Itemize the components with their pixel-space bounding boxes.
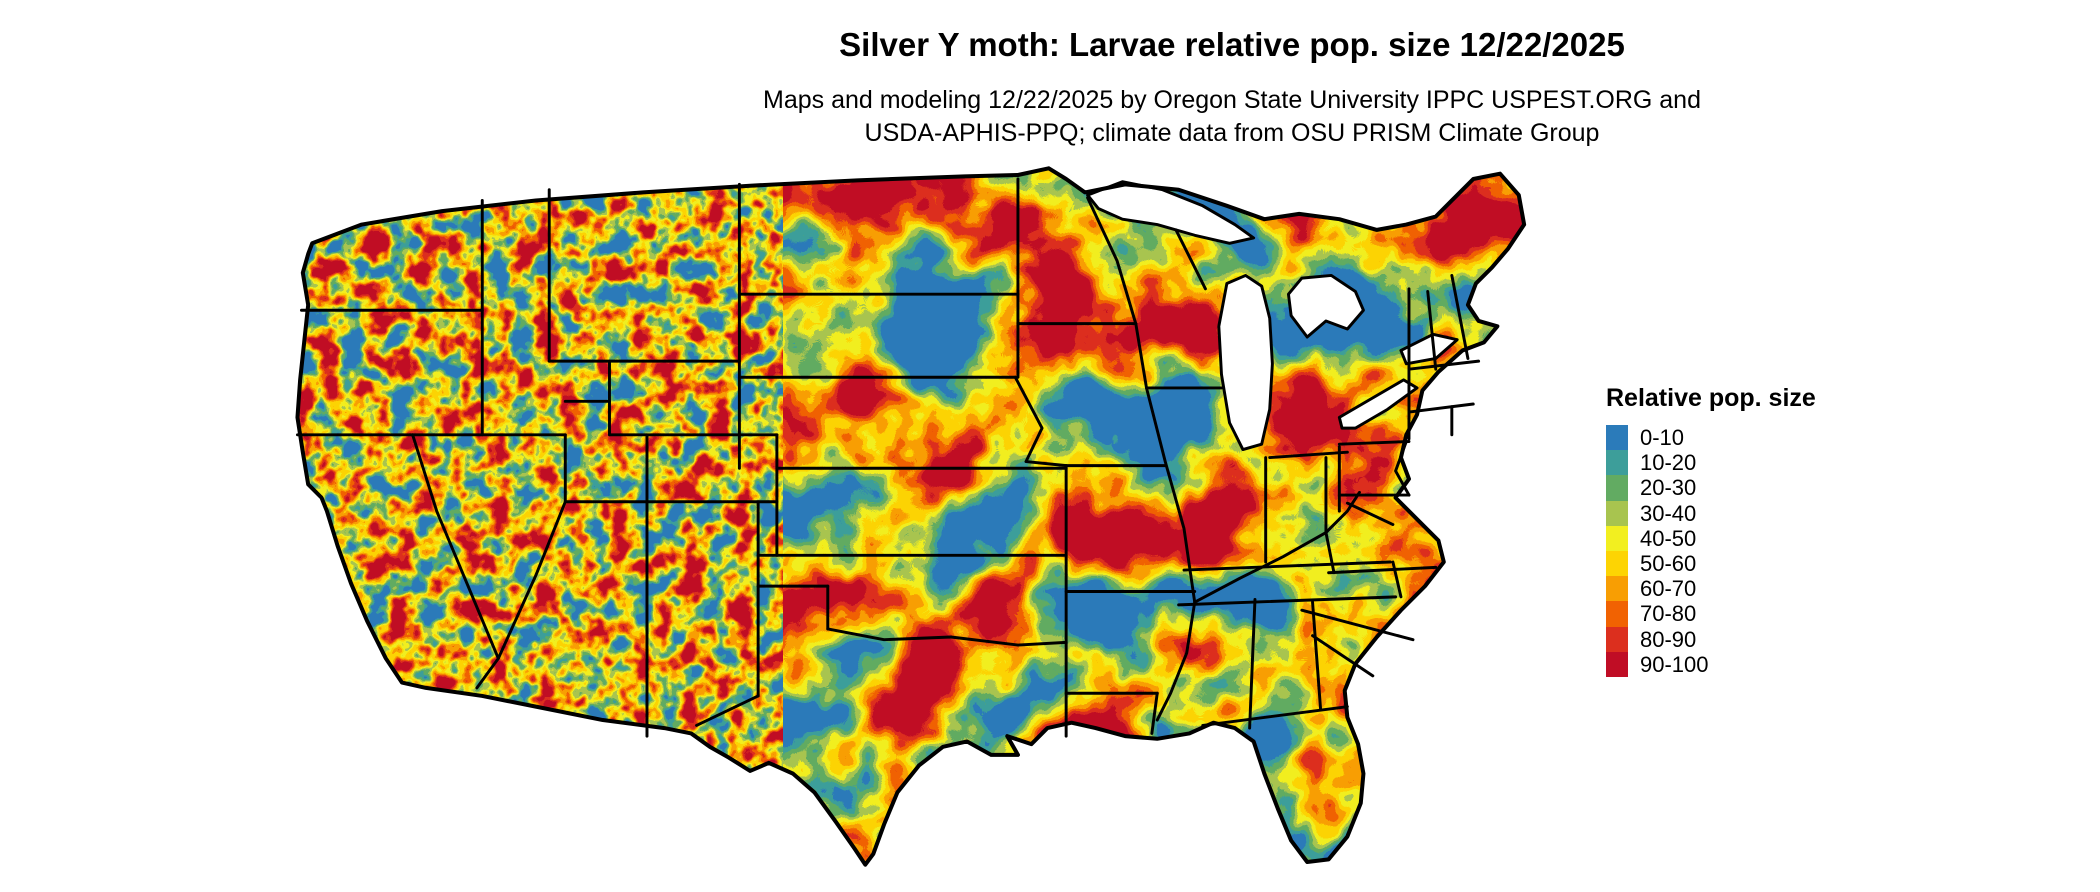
legend-swatch	[1606, 626, 1628, 652]
lake-ontario	[1399, 332, 1459, 366]
lake-huron	[1286, 273, 1365, 339]
us-outline	[295, 166, 1527, 867]
legend-label: 10-20	[1640, 450, 1697, 476]
legend-item: 60-70	[1606, 576, 1866, 602]
legend-item: 30-40	[1606, 500, 1866, 526]
legend-label: 90-100	[1640, 651, 1709, 677]
legend-item: 10-20	[1606, 450, 1866, 476]
legend-swatch	[1606, 651, 1628, 677]
legend-item: 50-60	[1606, 550, 1866, 577]
legend-label: 0-10	[1640, 425, 1685, 450]
legend-label: 60-70	[1640, 576, 1697, 602]
lake-erie	[1337, 378, 1419, 430]
legend-label: 70-80	[1640, 601, 1697, 627]
us-map-svg	[295, 166, 1527, 867]
subtitle-line-1: Maps and modeling 12/22/2025 by Oregon S…	[763, 86, 1701, 114]
legend-title: Relative pop. size	[1606, 384, 1816, 412]
legend-item: 80-90	[1606, 626, 1866, 652]
legend-swatch	[1606, 450, 1628, 476]
legend-swatch	[1606, 576, 1628, 602]
legend-swatch	[1606, 601, 1628, 627]
legend-label: 30-40	[1640, 500, 1697, 526]
legend-item: 40-50	[1606, 525, 1866, 551]
legend: Relative pop. size 0-10 10-20 20-30 30-4…	[1606, 384, 1866, 677]
legend-swatch	[1606, 550, 1628, 577]
legend-swatch	[1606, 425, 1628, 451]
map-subtitle: Maps and modeling 12/22/2025 by Oregon S…	[763, 84, 1701, 150]
page-title: Silver Y moth: Larvae relative pop. size…	[839, 26, 1625, 63]
legend-swatch	[1606, 500, 1628, 526]
legend-swatch	[1606, 525, 1628, 551]
legend-item: 70-80	[1606, 601, 1866, 627]
legend-label: 20-30	[1640, 475, 1697, 501]
legend-swatch	[1606, 475, 1628, 501]
us-population-map	[268, 160, 1567, 877]
state-borders	[295, 177, 1481, 738]
legend-label: 80-90	[1640, 626, 1697, 652]
lake-michigan	[1217, 273, 1274, 452]
legend-items: 0-10 10-20 20-30 30-40 40-50 50-60	[1606, 425, 1866, 677]
legend-label: 40-50	[1640, 525, 1697, 551]
legend-label: 50-60	[1640, 550, 1697, 576]
legend-item: 90-100	[1606, 651, 1866, 677]
legend-item: 20-30	[1606, 475, 1866, 501]
subtitle-line-2: USDA-APHIS-PPQ; climate data from OSU PR…	[864, 119, 1600, 147]
great-lakes	[1086, 180, 1459, 452]
legend-item: 0-10	[1606, 425, 1866, 451]
